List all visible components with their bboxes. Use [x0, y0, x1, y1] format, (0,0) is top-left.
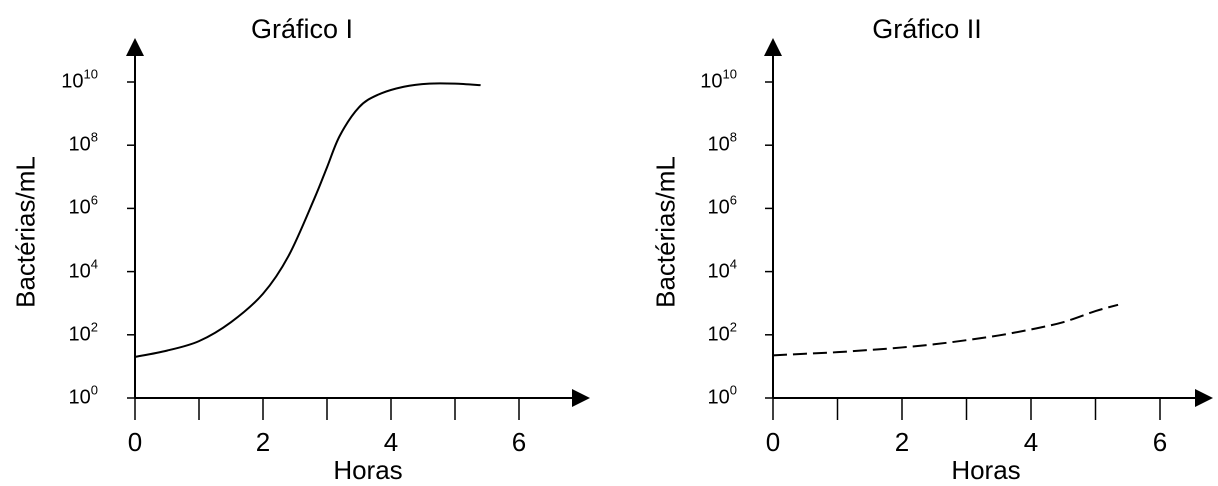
x-tick-label: 0: [765, 427, 781, 457]
x-axis-arrow: [572, 389, 590, 407]
y-tick-base: 10: [68, 260, 91, 283]
y-tick-exponent: 0: [90, 382, 98, 398]
y-tick-exponent: 8: [90, 129, 98, 145]
y-tick-exponent: 6: [729, 192, 737, 208]
y-tick-base: 10: [68, 196, 91, 219]
x-tick-label: 6: [1152, 427, 1168, 457]
x-tick-label: 4: [383, 427, 399, 457]
series-line: [134, 82, 481, 358]
chart-panel-2: Gráfico II Bactérias/mL Horas 100 102 104 1…: [609, 0, 1218, 485]
y-axis-label: Bactérias/mL: [10, 156, 41, 308]
y-tick-base: 10: [68, 386, 91, 409]
y-tick-label: 104: [68, 256, 98, 283]
y-tick-exponent: 6: [90, 192, 98, 208]
y-tick-base: 10: [707, 133, 730, 156]
y-tick-label: 1010: [700, 67, 737, 94]
y-tick-label: 100: [68, 383, 98, 410]
y-axis-arrow: [764, 38, 782, 56]
plot-area: [764, 38, 1213, 420]
plot-area: [126, 38, 590, 420]
x-axis-label: Horas: [333, 455, 403, 485]
y-tick-label: 102: [68, 319, 98, 346]
x-tick-label: 2: [894, 427, 910, 457]
y-tick-label: 106: [68, 193, 98, 220]
y-tick-base: 10: [707, 386, 730, 409]
y-tick-exponent: 0: [729, 382, 737, 398]
y-tick-exponent: 2: [90, 319, 98, 335]
y-axis-label: Bactérias/mL: [650, 156, 681, 308]
x-axis-label: Horas: [951, 455, 1021, 485]
chart-panel-1: Gráfico I Bactérias/mL Horas 100 102 104 10…: [0, 0, 609, 485]
y-tick-exponent: 10: [722, 66, 737, 82]
y-tick-label: 102: [707, 319, 737, 346]
y-tick-base: 10: [68, 133, 91, 156]
chart-title: Gráfico I: [250, 14, 354, 44]
y-tick-base: 10: [61, 70, 84, 93]
x-tick-label: 6: [511, 427, 527, 457]
y-tick-exponent: 2: [729, 319, 737, 335]
y-tick-base: 10: [707, 196, 730, 219]
chart-title: Gráfico II: [872, 14, 982, 44]
y-tick-label: 106: [707, 193, 737, 220]
y-tick-exponent: 4: [729, 256, 737, 272]
y-tick-label: 108: [68, 130, 98, 157]
y-tick-exponent: 8: [729, 129, 737, 145]
x-tick-label: 0: [127, 427, 143, 457]
x-axis-arrow: [1195, 389, 1213, 407]
y-tick-exponent: 4: [90, 256, 98, 272]
series-line: [772, 303, 1119, 357]
y-tick-label: 1010: [61, 67, 98, 94]
y-tick-base: 10: [707, 260, 730, 283]
y-tick-base: 10: [68, 323, 91, 346]
y-tick-base: 10: [707, 323, 730, 346]
y-tick-label: 108: [707, 130, 737, 157]
y-tick-label: 104: [707, 256, 737, 283]
y-tick-exponent: 10: [83, 66, 98, 82]
x-tick-label: 4: [1023, 427, 1039, 457]
y-tick-label: 100: [707, 383, 737, 410]
y-tick-base: 10: [700, 70, 723, 93]
y-axis-arrow: [126, 38, 144, 56]
x-tick-label: 2: [255, 427, 271, 457]
